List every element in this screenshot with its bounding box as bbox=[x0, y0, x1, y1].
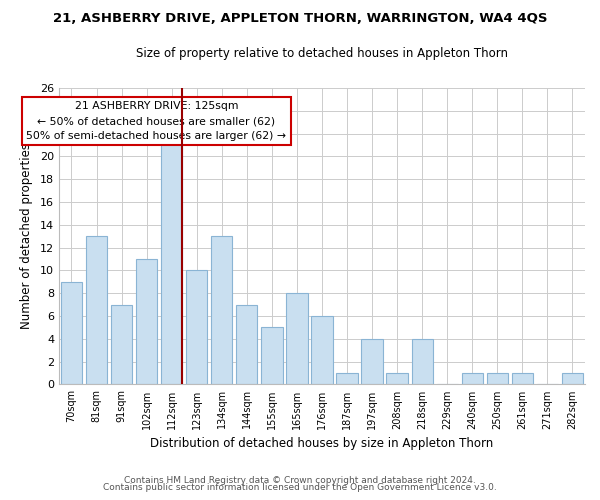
X-axis label: Distribution of detached houses by size in Appleton Thorn: Distribution of detached houses by size … bbox=[151, 437, 494, 450]
Bar bbox=[311, 316, 332, 384]
Text: 21 ASHBERRY DRIVE: 125sqm
← 50% of detached houses are smaller (62)
50% of semi-: 21 ASHBERRY DRIVE: 125sqm ← 50% of detac… bbox=[26, 102, 286, 141]
Bar bbox=[286, 293, 308, 384]
Bar bbox=[361, 339, 383, 384]
Bar bbox=[86, 236, 107, 384]
Bar bbox=[386, 373, 408, 384]
Bar bbox=[61, 282, 82, 384]
Text: Contains public sector information licensed under the Open Government Licence v3: Contains public sector information licen… bbox=[103, 484, 497, 492]
Bar bbox=[512, 373, 533, 384]
Title: Size of property relative to detached houses in Appleton Thorn: Size of property relative to detached ho… bbox=[136, 48, 508, 60]
Bar bbox=[136, 259, 157, 384]
Bar bbox=[562, 373, 583, 384]
Bar bbox=[487, 373, 508, 384]
Y-axis label: Number of detached properties: Number of detached properties bbox=[20, 143, 33, 329]
Bar bbox=[236, 304, 257, 384]
Bar bbox=[161, 134, 182, 384]
Bar bbox=[261, 328, 283, 384]
Text: Contains HM Land Registry data © Crown copyright and database right 2024.: Contains HM Land Registry data © Crown c… bbox=[124, 476, 476, 485]
Bar bbox=[337, 373, 358, 384]
Bar bbox=[186, 270, 208, 384]
Text: 21, ASHBERRY DRIVE, APPLETON THORN, WARRINGTON, WA4 4QS: 21, ASHBERRY DRIVE, APPLETON THORN, WARR… bbox=[53, 12, 547, 26]
Bar bbox=[412, 339, 433, 384]
Bar bbox=[461, 373, 483, 384]
Bar bbox=[211, 236, 232, 384]
Bar bbox=[111, 304, 132, 384]
